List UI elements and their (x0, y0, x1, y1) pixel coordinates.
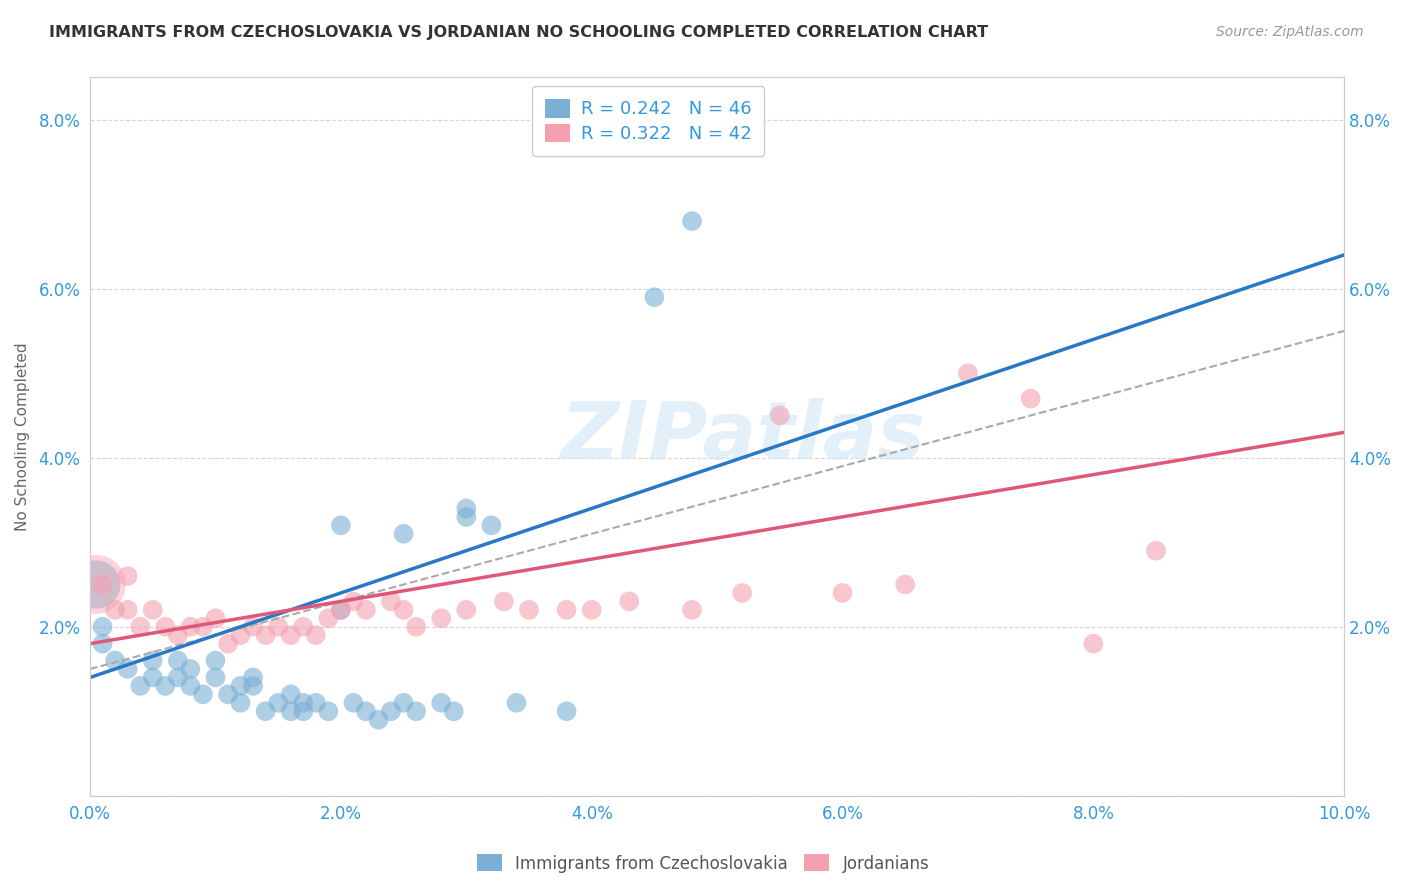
Point (91, 620, 114, 634)
Point (191, 687, 214, 701)
Point (179, 679, 201, 693)
Point (367, 713, 389, 727)
Point (342, 594, 364, 608)
Point (956, 366, 979, 380)
Point (86, 577, 108, 591)
Point (1083, 637, 1105, 651)
Point (204, 670, 226, 684)
Point (456, 603, 478, 617)
Point (731, 586, 754, 600)
Point (456, 509, 478, 524)
Point (129, 679, 152, 693)
Point (392, 526, 415, 541)
Legend: Immigrants from Czechoslovakia, Jordanians: Immigrants from Czechoslovakia, Jordania… (470, 847, 936, 880)
Point (643, 290, 665, 304)
Point (104, 603, 127, 617)
Point (305, 696, 328, 710)
Point (91, 577, 114, 591)
Point (117, 662, 139, 676)
Point (217, 637, 239, 651)
Point (242, 670, 264, 684)
Point (619, 594, 641, 608)
Point (117, 569, 139, 583)
Point (681, 603, 703, 617)
Point (329, 518, 352, 533)
Point (117, 603, 139, 617)
Point (555, 704, 578, 718)
Point (267, 696, 290, 710)
Point (254, 704, 277, 718)
Point (354, 603, 377, 617)
Point (229, 696, 252, 710)
Point (894, 577, 917, 591)
Point (430, 611, 453, 625)
Point (179, 662, 201, 676)
Point (292, 620, 315, 634)
Point (380, 594, 402, 608)
Point (380, 704, 402, 718)
Point (479, 518, 502, 533)
Point (242, 679, 264, 693)
Point (292, 704, 315, 718)
Point (280, 704, 302, 718)
Point (166, 654, 188, 668)
Point (280, 628, 302, 642)
Point (492, 594, 515, 608)
Point (342, 696, 364, 710)
Point (142, 603, 165, 617)
Point (204, 654, 226, 668)
Point (443, 704, 465, 718)
Point (581, 603, 603, 617)
Point (430, 696, 453, 710)
Point (505, 696, 527, 710)
Point (681, 214, 703, 228)
Point (555, 603, 578, 617)
Point (354, 704, 377, 718)
Point (204, 611, 226, 625)
Point (329, 603, 352, 617)
Point (456, 501, 478, 516)
Point (229, 628, 252, 642)
Point (318, 704, 340, 718)
Point (86, 577, 108, 591)
Text: IMMIGRANTS FROM CZECHOSLOVAKIA VS JORDANIAN NO SCHOOLING COMPLETED CORRELATION C: IMMIGRANTS FROM CZECHOSLOVAKIA VS JORDAN… (49, 25, 988, 40)
Point (104, 654, 127, 668)
Point (129, 620, 152, 634)
Point (91, 637, 114, 651)
Point (405, 704, 427, 718)
Point (1144, 543, 1167, 558)
Point (292, 696, 315, 710)
Text: ZIPatlas: ZIPatlas (560, 398, 925, 475)
Point (191, 620, 214, 634)
Point (769, 409, 792, 423)
Point (305, 628, 328, 642)
Point (217, 687, 239, 701)
Point (155, 620, 177, 634)
Point (229, 679, 252, 693)
Point (254, 628, 277, 642)
Point (392, 603, 415, 617)
Point (142, 670, 165, 684)
Point (405, 620, 427, 634)
Point (329, 603, 352, 617)
Point (155, 679, 177, 693)
Y-axis label: No Schooling Completed: No Schooling Completed (15, 343, 30, 531)
Point (280, 687, 302, 701)
Legend: R = 0.242   N = 46, R = 0.322   N = 42: R = 0.242 N = 46, R = 0.322 N = 42 (531, 87, 765, 156)
Point (242, 620, 264, 634)
Point (831, 586, 853, 600)
Point (392, 696, 415, 710)
Point (517, 603, 540, 617)
Text: Source: ZipAtlas.com: Source: ZipAtlas.com (1216, 25, 1364, 39)
Point (1019, 392, 1042, 406)
Point (179, 620, 201, 634)
Point (166, 670, 188, 684)
Point (267, 620, 290, 634)
Point (166, 628, 188, 642)
Point (142, 654, 165, 668)
Point (318, 611, 340, 625)
